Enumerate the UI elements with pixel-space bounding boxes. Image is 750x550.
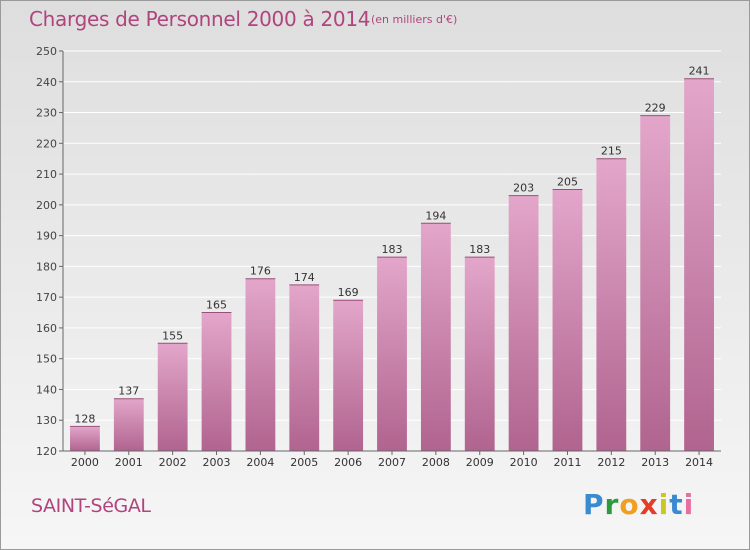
x-tick-label: 2010 <box>510 456 538 469</box>
data-label: 241 <box>689 65 710 78</box>
chart-title: Charges de Personnel 2000 à 2014 <box>29 7 371 31</box>
x-tick-label: 2005 <box>290 456 318 469</box>
bar <box>201 312 232 451</box>
bar <box>289 284 320 451</box>
data-label: 165 <box>206 299 227 312</box>
x-tick-label: 2001 <box>115 456 143 469</box>
bar <box>420 223 451 451</box>
data-label: 169 <box>338 286 359 299</box>
y-tick-label: 250 <box>36 45 57 58</box>
data-label: 137 <box>118 385 139 398</box>
commune-name: SAINT-SéGAL <box>31 495 151 517</box>
y-tick-label: 120 <box>36 445 57 458</box>
x-tick-label: 2004 <box>246 456 274 469</box>
y-tick-label: 160 <box>36 322 57 335</box>
bar <box>684 78 714 451</box>
bar <box>464 257 495 451</box>
x-tick-label: 2012 <box>597 456 625 469</box>
data-label: 203 <box>513 182 534 195</box>
bar <box>157 343 188 451</box>
data-label: 128 <box>74 412 95 425</box>
y-tick-label: 140 <box>36 383 57 396</box>
bar <box>640 115 671 451</box>
x-tick-label: 2013 <box>641 456 669 469</box>
x-tick-label: 2014 <box>685 456 713 469</box>
x-tick-label: 2011 <box>553 456 581 469</box>
data-label: 174 <box>294 271 315 284</box>
y-tick-label: 210 <box>36 168 57 181</box>
bar <box>245 278 276 451</box>
y-tick-label: 130 <box>36 414 57 427</box>
y-tick-label: 240 <box>36 76 57 89</box>
data-label: 183 <box>469 243 490 256</box>
bar <box>333 300 364 451</box>
y-tick-label: 150 <box>36 353 57 366</box>
chart-subtitle: (en milliers d'€) <box>371 13 458 26</box>
bar <box>113 398 144 451</box>
y-tick-label: 200 <box>36 199 57 212</box>
y-tick-label: 220 <box>36 137 57 150</box>
x-tick-label: 2002 <box>159 456 187 469</box>
data-label: 183 <box>382 243 403 256</box>
y-tick-label: 190 <box>36 230 57 243</box>
y-tick-label: 170 <box>36 291 57 304</box>
bar <box>377 257 407 451</box>
data-label: 194 <box>425 209 446 222</box>
bar <box>552 189 583 451</box>
y-tick-label: 180 <box>36 260 57 273</box>
bar <box>596 158 627 451</box>
x-tick-label: 2009 <box>466 456 494 469</box>
x-tick-label: 2007 <box>378 456 406 469</box>
data-label: 155 <box>162 329 183 342</box>
data-label: 229 <box>645 102 666 115</box>
x-tick-label: 2000 <box>71 456 99 469</box>
bar <box>508 195 539 451</box>
data-label: 176 <box>250 265 271 278</box>
x-tick-label: 2003 <box>203 456 231 469</box>
data-label: 215 <box>601 145 622 158</box>
data-label: 205 <box>557 175 578 188</box>
proxiti-logo: Proxiti <box>583 488 695 521</box>
x-tick-label: 2006 <box>334 456 362 469</box>
y-tick-label: 230 <box>36 107 57 120</box>
x-tick-label: 2008 <box>422 456 450 469</box>
bar <box>70 426 100 451</box>
